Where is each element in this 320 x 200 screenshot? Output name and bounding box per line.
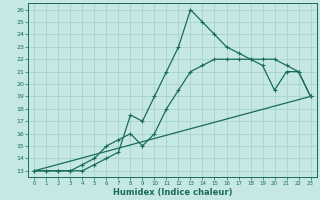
X-axis label: Humidex (Indice chaleur): Humidex (Indice chaleur) [113,188,232,197]
